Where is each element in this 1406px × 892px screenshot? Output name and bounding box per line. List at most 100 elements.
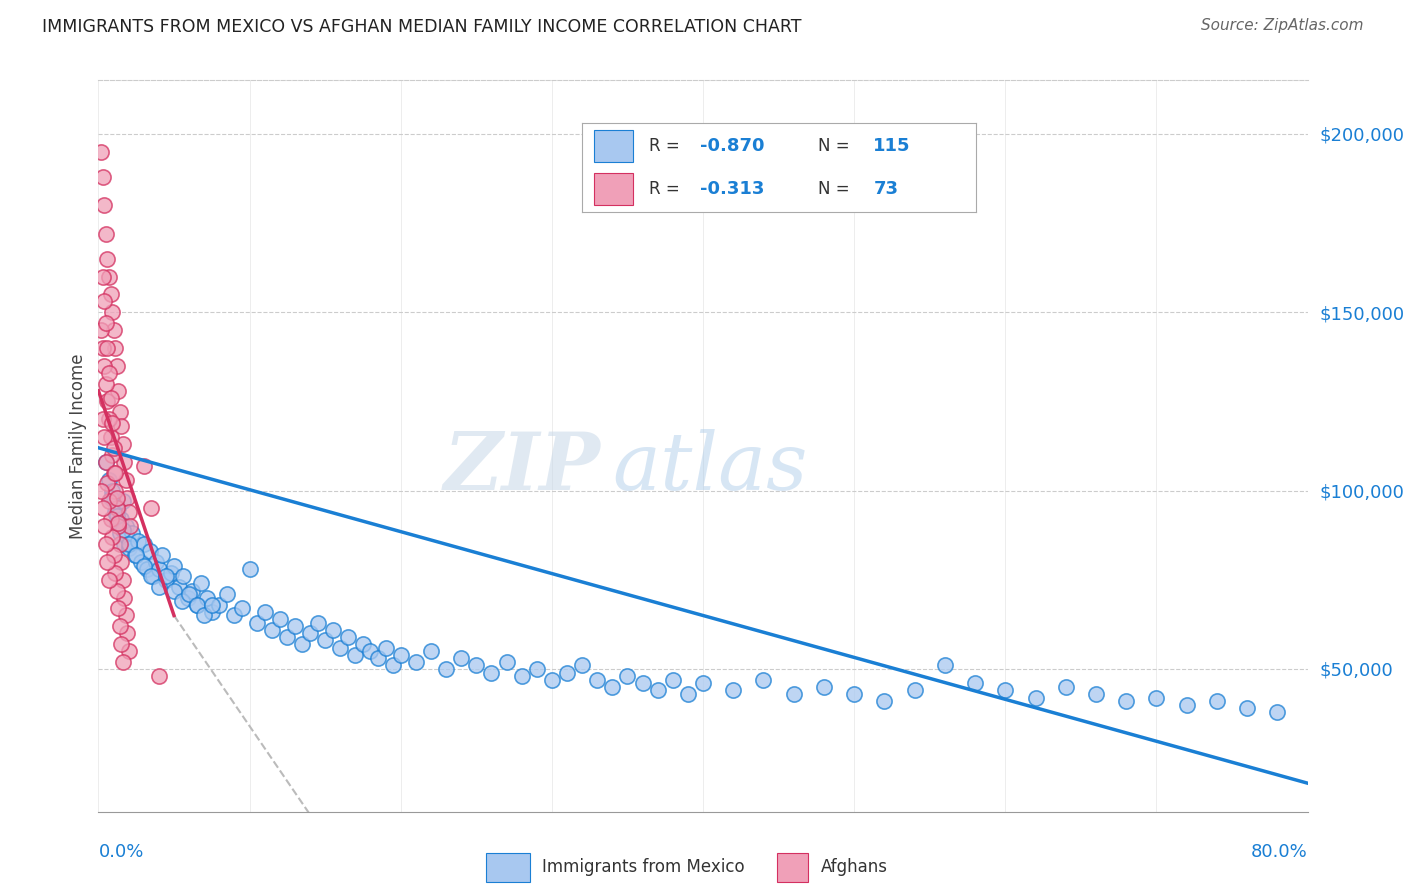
Point xyxy=(195,591,218,605)
Point xyxy=(201,598,224,612)
Point xyxy=(105,359,128,373)
Point xyxy=(904,683,927,698)
Point xyxy=(224,608,246,623)
Point xyxy=(141,569,163,583)
Point xyxy=(94,227,117,241)
Point xyxy=(90,145,112,159)
Point xyxy=(844,687,866,701)
Point xyxy=(125,548,148,562)
Bar xyxy=(593,173,633,205)
Point xyxy=(93,430,115,444)
Point xyxy=(661,673,683,687)
Point xyxy=(299,626,322,640)
Text: 80.0%: 80.0% xyxy=(1251,843,1308,861)
Point xyxy=(344,648,367,662)
Point xyxy=(101,530,124,544)
Point xyxy=(1024,690,1046,705)
Text: atlas: atlas xyxy=(612,429,807,507)
Point xyxy=(186,598,208,612)
Point xyxy=(94,376,117,391)
Point xyxy=(1175,698,1198,712)
Point xyxy=(481,665,503,680)
Point xyxy=(120,519,142,533)
Point xyxy=(190,576,212,591)
Point xyxy=(647,683,669,698)
Point xyxy=(98,412,121,426)
Point xyxy=(172,569,194,583)
Point xyxy=(360,644,382,658)
Point xyxy=(148,562,170,576)
Point xyxy=(98,366,121,380)
Point xyxy=(94,537,117,551)
Point xyxy=(110,637,132,651)
Point xyxy=(94,455,117,469)
Point xyxy=(631,676,654,690)
Point xyxy=(201,605,224,619)
Point xyxy=(93,198,115,212)
Point xyxy=(135,562,157,576)
Point xyxy=(291,637,314,651)
Point xyxy=(322,623,344,637)
Text: 73: 73 xyxy=(873,180,898,198)
Point xyxy=(314,633,336,648)
Point xyxy=(93,519,115,533)
Point xyxy=(145,555,167,569)
Point xyxy=(107,384,129,398)
Point xyxy=(246,615,269,630)
Point xyxy=(167,580,190,594)
Point xyxy=(586,673,609,687)
Text: Immigrants from Mexico: Immigrants from Mexico xyxy=(543,858,745,877)
Text: R =: R = xyxy=(650,180,685,198)
Point xyxy=(105,583,128,598)
Point xyxy=(450,651,472,665)
Point xyxy=(752,673,775,687)
Point xyxy=(118,505,141,519)
Text: R =: R = xyxy=(650,137,685,155)
Point xyxy=(91,412,114,426)
Point xyxy=(121,526,143,541)
Point xyxy=(163,583,186,598)
Y-axis label: Median Family Income: Median Family Income xyxy=(69,353,87,539)
Point xyxy=(101,483,124,498)
Point xyxy=(132,458,155,473)
Point xyxy=(100,512,122,526)
Point xyxy=(96,555,118,569)
Point xyxy=(163,558,186,573)
Point xyxy=(336,630,359,644)
Point xyxy=(112,455,135,469)
Text: -0.313: -0.313 xyxy=(700,180,765,198)
Point xyxy=(115,626,138,640)
Point xyxy=(170,594,193,608)
Point xyxy=(111,494,134,508)
Point xyxy=(107,601,129,615)
Point xyxy=(419,644,441,658)
Text: N =: N = xyxy=(818,137,855,155)
Point xyxy=(105,491,128,505)
Point xyxy=(111,655,134,669)
Point xyxy=(602,680,624,694)
Point xyxy=(253,605,276,619)
Point xyxy=(98,573,121,587)
Point xyxy=(90,483,112,498)
Point xyxy=(692,676,714,690)
Point xyxy=(186,598,208,612)
Text: Source: ZipAtlas.com: Source: ZipAtlas.com xyxy=(1201,18,1364,33)
Point xyxy=(284,619,307,633)
Point xyxy=(110,512,132,526)
Point xyxy=(104,566,127,580)
Point xyxy=(150,548,173,562)
Point xyxy=(132,537,155,551)
Point xyxy=(110,419,132,434)
Point xyxy=(571,658,593,673)
Point xyxy=(93,359,115,373)
Point xyxy=(1206,694,1229,708)
Point xyxy=(118,541,141,555)
Text: 115: 115 xyxy=(873,137,911,155)
Point xyxy=(105,501,128,516)
Point xyxy=(107,516,129,530)
Point xyxy=(367,651,389,665)
Point xyxy=(374,640,396,655)
Point xyxy=(352,637,374,651)
Point xyxy=(873,694,896,708)
Text: -0.870: -0.870 xyxy=(700,137,765,155)
